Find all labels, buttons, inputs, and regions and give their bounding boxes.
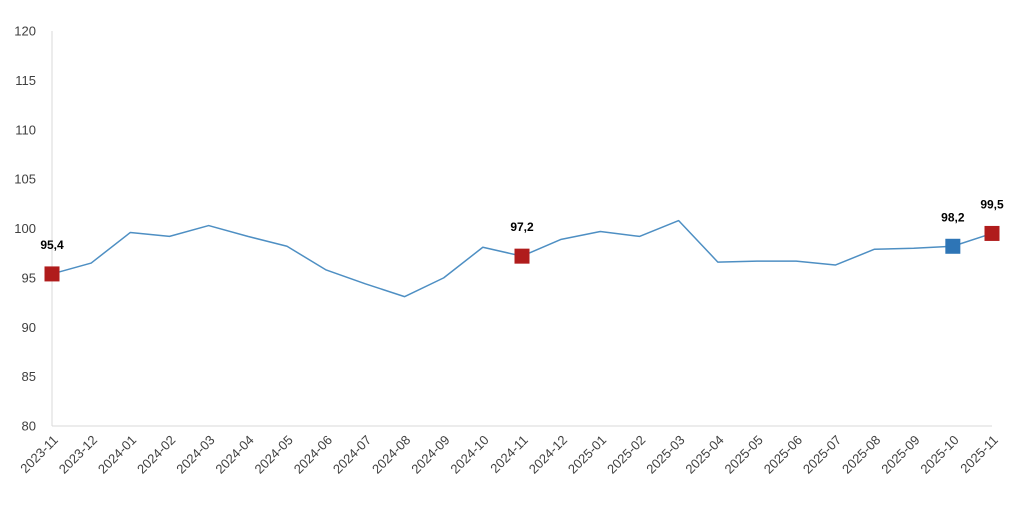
y-tick-label: 95	[22, 270, 36, 285]
data-label: 98,2	[941, 210, 965, 224]
y-tick-label: 105	[14, 172, 36, 187]
x-tick-label: 2023-12	[56, 432, 100, 476]
x-tick-label: 2024-02	[134, 432, 178, 476]
highlight-marker	[945, 238, 961, 254]
highlight-marker	[984, 225, 1000, 241]
x-tick-label: 2024-12	[526, 432, 570, 476]
x-tick-label: 2025-10	[917, 432, 961, 476]
data-labels: 95,4 97,2 98,2 99,5	[40, 197, 1004, 251]
y-tick-label: 85	[22, 369, 36, 384]
y-tick-label: 110	[15, 122, 36, 137]
y-tick-label: 115	[15, 73, 36, 88]
x-tick-label: 2024-08	[369, 432, 413, 476]
x-tick-label: 2024-11	[487, 432, 531, 476]
x-tick-label: 2025-09	[878, 432, 922, 476]
x-tick-label: 2024-03	[173, 432, 217, 476]
x-tick-label: 2025-02	[604, 432, 648, 476]
y-tick-label: 80	[22, 419, 36, 434]
x-axis: 2023-112023-122024-012024-022024-032024-…	[17, 425, 1001, 477]
x-tick-label: 2024-04	[212, 432, 256, 476]
y-tick-label: 100	[14, 221, 36, 236]
x-tick-label: 2025-08	[839, 432, 883, 476]
data-label: 99,5	[980, 197, 1004, 211]
x-tick-label: 2025-05	[722, 432, 766, 476]
x-tick-label: 2025-07	[800, 432, 844, 476]
x-tick-label: 2024-01	[95, 432, 139, 476]
data-label: 95,4	[40, 238, 64, 252]
x-tick-label: 2025-01	[565, 432, 609, 476]
data-label: 97,2	[510, 220, 534, 234]
x-tick-label: 2024-06	[291, 432, 335, 476]
x-tick-label: 2025-06	[761, 432, 805, 476]
y-tick-label: 120	[14, 24, 36, 39]
x-tick-label: 2023-11	[17, 432, 61, 476]
y-tick-label: 90	[22, 320, 36, 335]
x-tick-label: 2024-10	[447, 432, 491, 476]
x-tick-label: 2024-07	[330, 432, 374, 476]
highlight-marker	[44, 266, 60, 282]
x-tick-label: 2024-05	[252, 432, 296, 476]
x-tick-label: 2025-04	[682, 432, 726, 476]
x-tick-label: 2024-09	[408, 432, 452, 476]
x-tick-label: 2025-11	[957, 432, 1001, 476]
x-tick-label: 2025-03	[643, 432, 687, 476]
y-axis: 80 85 90 95 100 105 110 115 120	[14, 24, 53, 434]
highlight-markers	[44, 225, 1000, 282]
highlight-marker	[514, 248, 530, 264]
